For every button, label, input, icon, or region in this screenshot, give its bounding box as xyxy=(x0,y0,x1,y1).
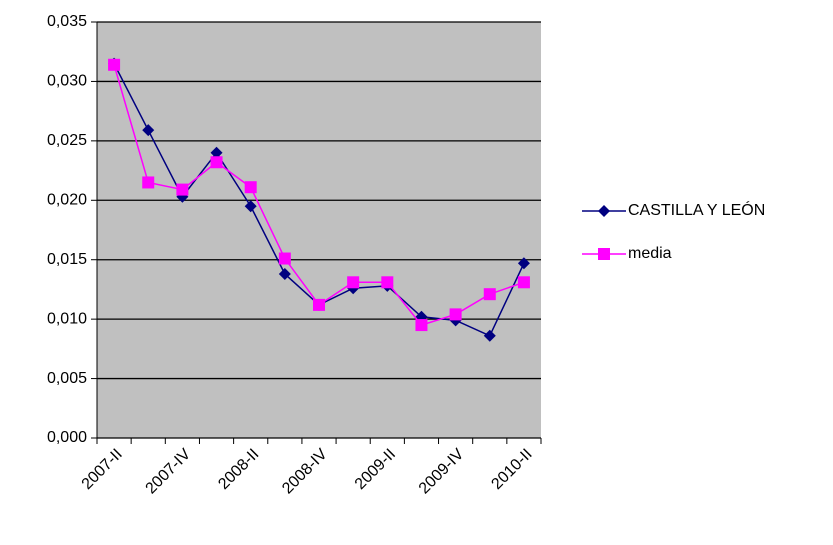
y-tick-label: 0,015 xyxy=(47,251,87,268)
data-point xyxy=(483,288,496,301)
data-point xyxy=(142,176,155,189)
data-point xyxy=(347,276,360,289)
x-tick-label: 2007-II xyxy=(79,446,126,493)
x-tick-label: 2009-II xyxy=(352,446,399,493)
data-point xyxy=(415,319,428,332)
legend-marker xyxy=(598,205,610,217)
y-tick-label: 0,030 xyxy=(47,73,87,90)
data-point xyxy=(449,308,462,321)
data-point xyxy=(381,276,394,289)
data-point xyxy=(142,124,155,137)
y-tick-label: 0,010 xyxy=(47,310,87,327)
data-point xyxy=(210,146,223,159)
y-tick-label: 0,020 xyxy=(47,192,87,209)
legend-label: media xyxy=(628,245,672,262)
data-point xyxy=(483,329,496,342)
x-tick-label: 2007-IV xyxy=(143,446,195,498)
data-point xyxy=(517,257,530,270)
data-point xyxy=(517,276,530,289)
data-point xyxy=(313,298,325,311)
y-tick-label: 0,035 xyxy=(47,13,87,30)
data-point xyxy=(108,58,121,71)
data-point xyxy=(176,183,189,196)
y-tick-label: 0,025 xyxy=(47,132,87,149)
x-tick-label: 2008-IV xyxy=(279,446,331,498)
legend-label: CASTILLA Y LEÓN xyxy=(628,200,765,219)
x-tick-label: 2008-II xyxy=(215,446,262,493)
data-point xyxy=(244,181,257,194)
y-tick-label: 0,000 xyxy=(47,429,87,446)
data-point xyxy=(210,156,223,169)
legend-marker xyxy=(598,248,610,260)
x-tick-label: 2009-IV xyxy=(416,446,468,498)
plot-area xyxy=(97,22,541,438)
data-point xyxy=(244,200,257,213)
data-point xyxy=(278,267,291,280)
x-tick-label: 2010-II xyxy=(488,446,535,493)
y-tick-label: 0,005 xyxy=(47,370,87,387)
data-point xyxy=(278,252,291,265)
